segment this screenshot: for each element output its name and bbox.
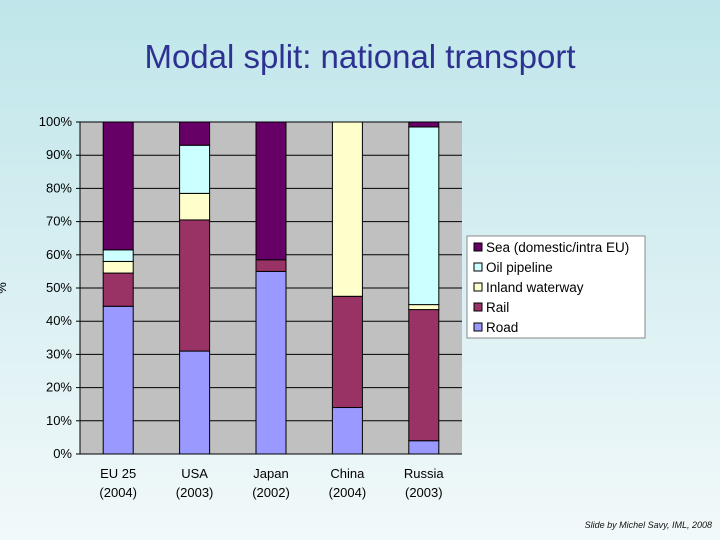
x-tick-year: (2003)	[405, 485, 443, 500]
bar-segment-rail	[179, 219, 211, 352]
y-tick-label: 60%	[46, 247, 72, 262]
bar-segment-oil-pipeline	[102, 249, 134, 262]
legend-label: Rail	[486, 300, 509, 315]
slide-footer: Slide by Michel Savy, IML, 2008	[584, 520, 712, 530]
slide-title: Modal split: national transport	[144, 38, 576, 75]
x-tick-year: (2004)	[329, 485, 367, 500]
legend: Sea (domestic/intra EU) Oil pipeline Inlan…	[466, 235, 646, 339]
legend-swatch	[473, 302, 483, 312]
y-tick-label: 0%	[53, 446, 72, 461]
y-axis-label: %	[0, 282, 9, 294]
bar-segment-rail	[102, 272, 134, 307]
x-tick-label: EU 25	[100, 466, 136, 481]
y-tick-label: 90%	[46, 147, 72, 162]
legend-swatch	[473, 282, 483, 292]
y-tick-label: 100%	[39, 114, 73, 129]
legend-label: Sea (domestic/intra EU)	[486, 240, 629, 255]
bar-segment-rail	[255, 259, 287, 272]
y-tick-label: 20%	[46, 380, 72, 395]
bar-segment-rail	[331, 295, 363, 409]
bar-segment-sea-domestic-intra-eu-	[255, 121, 287, 261]
bar-segment-inland-waterway	[102, 260, 134, 274]
y-tick-label: 80%	[46, 180, 72, 195]
bar-segment-inland-waterway	[408, 304, 440, 311]
x-tick-year: (2003)	[176, 485, 214, 500]
y-tick-label: 10%	[46, 413, 72, 428]
bar-segment-sea-domestic-intra-eu-	[408, 121, 440, 128]
legend-label: Road	[486, 320, 518, 335]
bar-segment-road	[179, 350, 211, 455]
x-tick-label: China	[330, 466, 365, 481]
legend-label: Inland waterway	[486, 280, 584, 295]
x-tick-label: Russia	[404, 466, 445, 481]
y-tick-label: 50%	[46, 280, 72, 295]
legend-swatch	[473, 262, 483, 272]
bar-segment-oil-pipeline	[408, 126, 440, 306]
x-tick-year: (2002)	[252, 485, 290, 500]
legend-label: Oil pipeline	[486, 260, 553, 275]
y-tick-label: 40%	[46, 313, 72, 328]
x-tick-year: (2004)	[99, 485, 137, 500]
bar-segment-sea-domestic-intra-eu-	[102, 121, 134, 251]
legend-box	[466, 235, 646, 339]
bar-segment-sea-domestic-intra-eu-	[179, 121, 211, 146]
bar-segment-road	[331, 407, 363, 455]
bar-segment-oil-pipeline	[179, 144, 211, 194]
bar-segment-rail	[408, 309, 440, 442]
bar-segment-inland-waterway	[179, 192, 211, 221]
bar-segment-inland-waterway	[331, 121, 363, 297]
legend-swatch	[473, 242, 483, 252]
bar-segment-road	[408, 440, 440, 455]
legend-swatch	[473, 322, 483, 332]
y-tick-label: 70%	[46, 214, 72, 229]
y-tick-label: 30%	[46, 346, 72, 361]
x-tick-label: Japan	[253, 466, 288, 481]
bar-segment-road	[255, 270, 287, 455]
x-tick-label: USA	[181, 466, 208, 481]
bar-segment-road	[102, 305, 134, 455]
